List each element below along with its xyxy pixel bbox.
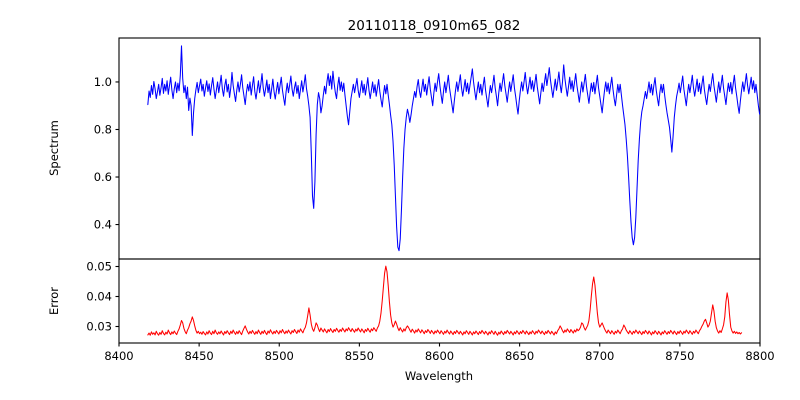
error-data-line xyxy=(147,265,743,336)
figure-title: 20110118_0910m65_082 xyxy=(348,18,521,34)
spectrum-data-line xyxy=(147,45,761,252)
x-tick-label: 8550 xyxy=(345,349,374,363)
x-tick-label: 8650 xyxy=(505,349,534,363)
x-tick-label: 8800 xyxy=(745,349,774,363)
spectrum-y-axis-label: Spectrum xyxy=(47,120,61,176)
x-tick-label: 8600 xyxy=(425,349,454,363)
x-tick-label: 8700 xyxy=(585,349,614,363)
x-tick-label: 8450 xyxy=(184,349,213,363)
wavelength-x-ticks: 8400 8450 8500 8550 8600 8650 8700 8750 8800 xyxy=(104,343,775,363)
y-tick-label: 1.0 xyxy=(94,75,112,89)
x-tick-label: 8400 xyxy=(104,349,133,363)
y-tick-label: 0.05 xyxy=(86,260,112,274)
y-tick-label: 0.03 xyxy=(86,320,112,334)
x-tick-label: 8750 xyxy=(665,349,694,363)
error-y-ticks: 0.03 0.04 0.05 xyxy=(86,260,119,334)
y-tick-label: 0.4 xyxy=(94,218,112,232)
x-axis-label: Wavelength xyxy=(405,369,473,383)
error-y-axis-label: Error xyxy=(47,287,61,315)
spectrum-y-ticks: 0.4 0.6 0.8 1.0 xyxy=(94,75,119,232)
y-tick-label: 0.04 xyxy=(86,290,112,304)
error-panel: 0.03 0.04 0.05 8400 8450 8500 8550 8600 8650 870… xyxy=(47,258,775,383)
x-tick-label: 8500 xyxy=(265,349,294,363)
y-tick-label: 0.8 xyxy=(94,122,112,136)
y-tick-label: 0.6 xyxy=(94,170,112,184)
